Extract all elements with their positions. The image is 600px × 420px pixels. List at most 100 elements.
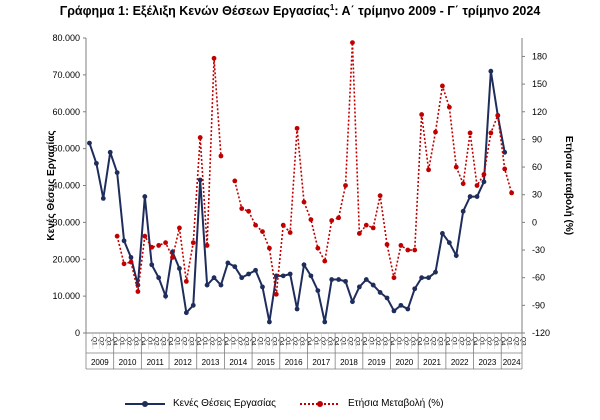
x-tick-label-year: 2019	[368, 358, 386, 367]
data-point-annual-change	[177, 225, 182, 231]
data-point-annual-change	[315, 245, 321, 251]
data-point-vacancies	[149, 262, 155, 268]
x-tick-label-year: 2010	[119, 358, 137, 367]
y-tick-label-right: -60	[532, 273, 545, 283]
x-tick-label-quarter: Q3	[187, 337, 194, 346]
data-point-annual-change	[391, 275, 397, 281]
series-line-annual-change	[234, 42, 513, 295]
data-point-vacancies	[294, 306, 300, 312]
x-tick-label-quarter: Q2	[291, 337, 298, 346]
data-point-annual-change	[440, 83, 445, 89]
data-point-vacancies	[440, 231, 445, 236]
chart-title: Γράφημα 1: Εξέλιξη Κενών Θέσεων Εργασίας…	[59, 3, 541, 19]
data-point-annual-change	[197, 135, 203, 140]
x-tick-label-quarter: Q3	[381, 337, 388, 346]
data-point-vacancies	[350, 299, 355, 305]
data-point-annual-change	[370, 225, 376, 231]
x-tick-label-quarter: Q4	[167, 337, 174, 346]
x-tick-label-quarter: Q1	[367, 337, 374, 346]
x-tick-label-quarter: Q1	[201, 337, 208, 346]
x-tick-label-year: 2018	[340, 358, 358, 367]
data-point-annual-change	[343, 183, 348, 188]
y-tick-label-right: 120	[532, 107, 547, 117]
legend-item-annual-change: Ετήσια Μεταβολή (%)	[300, 398, 444, 409]
legend-swatch-annual-change	[300, 400, 340, 407]
y-tick-label-right: -120	[532, 328, 550, 338]
x-tick-label-year: 2020	[395, 358, 413, 367]
data-point-annual-change	[350, 40, 355, 46]
x-tick-label-quarter: Q2	[430, 337, 437, 346]
data-point-annual-change	[363, 222, 369, 228]
series-line-vacancies	[88, 71, 506, 323]
x-tick-label-quarter: Q4	[388, 337, 395, 346]
data-point-annual-change	[135, 289, 141, 294]
data-point-annual-change	[336, 215, 342, 221]
x-tick-label-quarter: Q2	[402, 337, 409, 346]
x-tick-label-quarter: Q3	[436, 337, 443, 346]
x-tick-label-quarter: Q1	[340, 337, 347, 346]
y-tick-label-left: 60.000	[52, 107, 80, 117]
data-point-vacancies	[121, 238, 127, 244]
data-point-annual-change	[204, 243, 210, 248]
data-point-annual-change	[142, 233, 148, 239]
x-tick-label-quarter: Q1	[506, 337, 513, 346]
data-point-vacancies	[419, 275, 425, 281]
data-point-annual-change	[384, 242, 390, 247]
y-tick-label-right: -30	[532, 245, 545, 255]
x-tick-label-year: 2016	[285, 358, 303, 367]
y-tick-label-left: 0	[75, 328, 80, 338]
data-point-annual-change	[232, 178, 238, 184]
data-point-vacancies	[363, 277, 369, 282]
x-tick-label-quarter: Q2	[457, 337, 464, 346]
x-tick-label-quarter: Q1	[257, 337, 264, 346]
data-point-vacancies	[225, 260, 231, 266]
data-point-vacancies	[343, 278, 348, 284]
data-point-annual-change	[474, 183, 480, 188]
data-point-annual-change	[301, 199, 307, 205]
data-point-vacancies	[453, 253, 459, 258]
x-tick-label-quarter: Q3	[326, 337, 333, 346]
data-point-annual-change	[502, 166, 508, 172]
data-point-vacancies	[156, 275, 162, 281]
data-point-annual-change	[266, 245, 272, 251]
x-tick-label-quarter: Q1	[229, 337, 236, 346]
y-tick-label-left: 80.000	[52, 33, 80, 43]
x-tick-label-quarter: Q1	[90, 337, 97, 346]
data-point-vacancies	[301, 262, 307, 268]
x-tick-label-quarter: Q2	[180, 337, 187, 346]
x-tick-label-quarter: Q3	[298, 337, 305, 346]
data-point-annual-change	[121, 261, 127, 267]
y-tick-label-left: 10.000	[52, 291, 80, 301]
x-tick-label-quarter: Q4	[222, 337, 229, 346]
x-tick-label-quarter: Q3	[409, 337, 416, 346]
x-tick-label-quarter: Q3	[353, 337, 360, 346]
data-point-annual-change	[426, 167, 431, 173]
data-point-vacancies	[460, 208, 466, 214]
data-point-vacancies	[384, 295, 390, 301]
data-point-vacancies	[405, 306, 411, 312]
x-tick-label-quarter: Q4	[111, 337, 118, 346]
x-tick-label-quarter: Q4	[277, 337, 284, 346]
x-tick-label-quarter: Q2	[347, 337, 354, 346]
data-point-vacancies	[163, 293, 168, 299]
x-tick-label-quarter: Q1	[146, 337, 153, 346]
data-point-annual-change	[149, 244, 155, 250]
x-tick-label-year: 2021	[423, 358, 441, 367]
data-point-annual-change	[419, 112, 425, 117]
data-point-annual-change	[453, 164, 459, 170]
data-point-annual-change	[253, 222, 258, 228]
data-point-vacancies	[128, 255, 134, 260]
data-point-vacancies	[356, 284, 362, 290]
data-point-vacancies	[142, 194, 148, 199]
data-point-annual-change	[495, 113, 501, 118]
x-tick-label-quarter: Q2	[125, 337, 132, 346]
x-tick-label-quarter: Q2	[153, 337, 160, 346]
data-point-annual-change	[156, 243, 162, 248]
data-point-vacancies	[398, 302, 404, 308]
y-tick-label-right: 0	[532, 217, 537, 227]
x-tick-label-quarter: Q3	[215, 337, 222, 346]
data-point-annual-change	[294, 125, 300, 131]
data-point-annual-change	[280, 222, 286, 228]
y-tick-label-left: 20.000	[52, 254, 80, 264]
data-point-annual-change	[329, 218, 335, 223]
